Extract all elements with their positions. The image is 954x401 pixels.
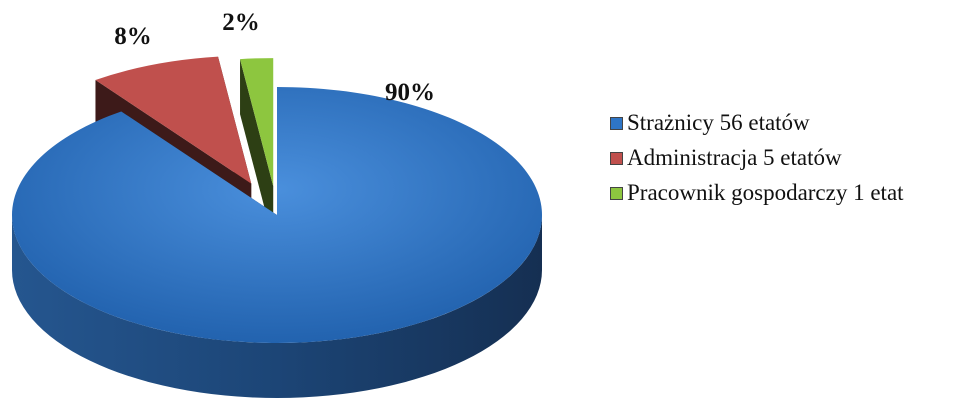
data-label-0: 90% — [385, 79, 435, 106]
slice-side-0-0 — [12, 215, 542, 398]
legend-swatch-red — [610, 151, 623, 165]
legend-item-pracownik: Pracownik gospodarczy 1 etat — [610, 178, 904, 208]
legend-item-straznicy: Strażnicy 56 etatów — [610, 108, 904, 138]
legend-label: Pracownik gospodarczy 1 etat — [627, 180, 904, 205]
slice-wall-2-0 — [240, 59, 274, 242]
legend-swatch-blue — [610, 116, 623, 130]
legend-item-administracja: Administracja 5 etatów — [610, 143, 904, 173]
legend-swatch-green — [610, 186, 623, 200]
legend-label: Administracja 5 etatów — [627, 145, 842, 170]
legend: Strażnicy 56 etatów Administracja 5 etat… — [610, 108, 904, 213]
legend-label: Strażnicy 56 etatów — [627, 110, 810, 135]
slice-2 — [240, 58, 274, 187]
slice-1 — [95, 56, 252, 184]
data-label-1: 8% — [114, 23, 152, 50]
slice-0 — [11, 87, 542, 344]
data-label-2: 2% — [222, 9, 260, 36]
pie-slices — [11, 56, 542, 398]
pie-labels: 90% 8% 2% — [114, 9, 435, 106]
